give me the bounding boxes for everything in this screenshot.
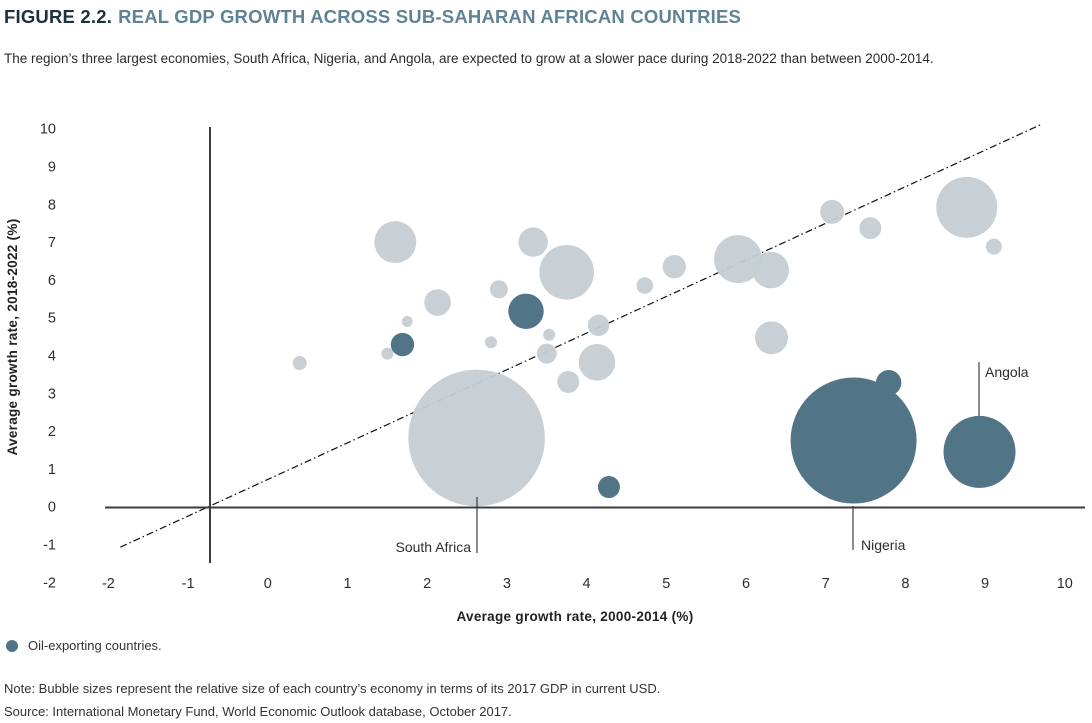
axes-layer [105,127,1085,563]
x-tick-label: 8 [901,576,909,592]
bubble [401,315,413,327]
x-axis-title: Average growth rate, 2000-2014 (%) [456,609,693,624]
bubble [424,289,451,316]
y-tick-label: 0 [48,500,56,516]
y-tick-label: -1 [43,538,56,554]
y-tick-label: 10 [40,122,56,138]
y-tick-label: 2 [48,424,56,440]
bubble-south-africa [408,369,545,507]
bubble [752,251,790,289]
bubble [636,277,654,294]
oil-exporting-legend-dot [6,639,18,652]
angola-label: Angola [985,364,1029,380]
y-tick-label: 5 [48,311,56,327]
bubble [381,347,394,360]
y-tick-label: 8 [48,197,56,213]
bubble [518,227,548,257]
x-tick-label: 9 [981,576,989,592]
x-tick-label: 7 [822,576,830,592]
bubble [484,336,497,349]
y-tick-label: 4 [48,349,56,365]
diagonal-reference-line [120,124,1041,548]
bubble [985,238,1002,255]
bubble-angola [943,415,1016,488]
legend: Oil-exporting countries. [6,638,162,653]
bubble [374,221,417,264]
bubble [489,280,508,299]
figure-title-text: REAL GDP GROWTH ACROSS SUB-SAHARAN AFRIC… [118,6,742,27]
bubble [820,199,845,224]
bubble [557,370,580,393]
bubble [536,343,557,364]
x-tick-label: 3 [503,576,511,592]
x-tick-label: 5 [662,576,670,592]
y-tick-label: 6 [48,273,56,289]
figure-title: FIGURE 2.2. REAL GDP GROWTH ACROSS SUB-SA… [4,6,741,28]
x-tick-label: 1 [343,576,351,592]
bubble [859,217,882,240]
y-tick-label: 9 [48,160,56,176]
bubble [390,332,415,357]
note-text: Note: Bubble sizes represent the relativ… [4,681,661,696]
figure-subtitle: The region’s three largest economies, So… [4,51,934,66]
y-tick-label: 3 [48,386,56,402]
bubble [755,321,789,355]
x-tick-label: -2 [102,576,115,592]
x-tick-label: 6 [742,576,750,592]
bubble [543,328,556,341]
x-tick-label: 2 [423,576,431,592]
bubble-nigeria [790,377,917,504]
legend-label: Oil-exporting countries. [28,638,162,653]
y-tick-label: -2 [43,575,56,591]
bubble [578,344,616,381]
y-axis-title: Average growth rate, 2018-2022 (%) [5,218,20,455]
y-tick-label: 1 [48,462,56,478]
bubble [539,245,594,300]
bubble [936,176,998,238]
x-tick-label: 4 [583,576,591,592]
bubble [662,254,686,279]
south-africa-label: South Africa [396,539,472,555]
bubble [587,314,610,336]
bubble [292,356,307,371]
figure-number: FIGURE 2.2. [4,6,113,27]
x-tick-label: 10 [1057,576,1073,592]
bubble [597,476,620,499]
bubble [875,370,902,396]
bubble [508,293,544,329]
y-tick-label: 7 [48,235,56,251]
diagonal-reference-line [120,124,1041,548]
x-tick-label: -1 [182,576,195,592]
nigeria-label: Nigeria [861,537,906,553]
x-tick-label: 0 [264,576,272,592]
country-annotations-layer: South Africa Nigeria Angola [396,362,1029,555]
source-text: Source: International Monetary Fund, Wor… [4,704,512,719]
bubbles-layer [292,176,1016,507]
bubble [714,235,763,284]
